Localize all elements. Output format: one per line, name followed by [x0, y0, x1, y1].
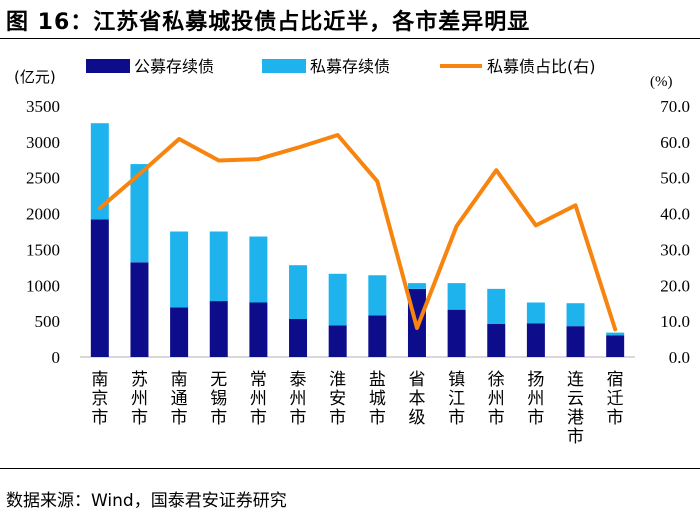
legend-private-label: 私募存续债 — [310, 57, 390, 76]
bar-private — [606, 332, 625, 336]
category-label: 常州市 — [250, 370, 267, 428]
left-axis-unit: (亿元) — [14, 68, 56, 86]
category-label: 苏州市 — [131, 370, 148, 428]
right-tick-label: 20.0 — [660, 276, 690, 295]
bar-public — [289, 318, 308, 357]
bar-private — [447, 283, 466, 310]
category-label: 扬州市 — [527, 370, 544, 428]
category-label: 镇江市 — [448, 370, 465, 428]
bar-private — [328, 273, 347, 326]
bar-private — [170, 231, 189, 308]
right-axis-unit: (%) — [650, 74, 673, 90]
left-tick-label: 1500 — [26, 240, 60, 259]
bar-public — [130, 262, 149, 357]
right-tick-label: 10.0 — [660, 312, 690, 331]
category-label: 连云港市 — [567, 370, 584, 447]
category-label: 南通市 — [171, 370, 188, 428]
bar-private — [289, 265, 308, 319]
left-tick-label: 2500 — [26, 169, 60, 188]
left-tick-label: 3500 — [26, 97, 60, 116]
source-rule — [0, 468, 700, 469]
category-labels: 南京市 苏州市 南通市 无锡市 常州市 泰州市 淮安市 盐城市 省本级 镇江市 徐州市 扬州市 连云港市… — [91, 370, 623, 447]
ratio-line — [97, 133, 618, 332]
category-label: 泰州市 — [290, 370, 307, 428]
bar-private — [130, 164, 149, 263]
right-tick-label: 50.0 — [660, 169, 690, 188]
legend-ratio-label: 私募债占比(右) — [487, 57, 596, 76]
right-tick-label: 40.0 — [660, 205, 690, 224]
left-tick-label: 1000 — [26, 276, 60, 295]
left-tick-label: 500 — [35, 312, 61, 331]
bar-private — [407, 283, 426, 289]
category-label: 省本级 — [408, 370, 425, 428]
bar-public — [447, 309, 466, 357]
right-tick-label: 0.0 — [669, 348, 690, 367]
bar-series — [90, 123, 625, 357]
bar-public — [209, 301, 228, 357]
category-label: 淮安市 — [329, 370, 346, 428]
bar-private — [368, 275, 387, 316]
bar-private — [566, 303, 585, 327]
left-tick-label: 3000 — [26, 133, 60, 152]
legend-public-swatch — [86, 59, 130, 73]
category-label: 宿迁市 — [607, 370, 624, 428]
category-label: 盐城市 — [369, 370, 386, 428]
bar-public — [90, 219, 109, 357]
bar-public — [328, 325, 347, 357]
left-tick-label: 2000 — [26, 205, 60, 224]
bar-public — [249, 302, 268, 357]
bar-public — [487, 324, 506, 357]
bar-private — [487, 288, 506, 325]
bar-public — [566, 326, 585, 357]
legend: 公募存续债 私募存续债 私募债占比(右) — [86, 57, 596, 76]
right-tick-label: 60.0 — [660, 133, 690, 152]
legend-private-swatch — [262, 59, 306, 73]
left-tick-label: 0 — [52, 348, 61, 367]
bar-private — [249, 236, 268, 303]
category-label: 徐州市 — [488, 370, 505, 428]
legend-public-label: 公募存续债 — [134, 57, 214, 76]
bar-private — [90, 123, 109, 220]
right-tick-label: 70.0 — [660, 97, 690, 116]
category-label: 南京市 — [91, 370, 108, 428]
figure-title: 图 16：江苏省私募城投债占比近半，各市差异明显 — [6, 10, 531, 35]
bar-private — [526, 302, 545, 324]
bar-private — [209, 231, 228, 302]
bar-public — [526, 323, 545, 357]
title-rule — [0, 38, 700, 39]
source-note: 数据来源：Wind，国泰君安证券研究 — [6, 491, 287, 511]
ratio-line-series — [97, 133, 618, 332]
right-tick-label: 30.0 — [660, 240, 690, 259]
category-label: 无锡市 — [210, 370, 227, 428]
bar-public — [170, 307, 189, 357]
right-axis: (%) 0.0 10.0 20.0 30.0 40.0 50.0 60.0 70.0 — [650, 74, 690, 367]
bar-public — [606, 335, 625, 357]
bar-public — [368, 315, 387, 357]
